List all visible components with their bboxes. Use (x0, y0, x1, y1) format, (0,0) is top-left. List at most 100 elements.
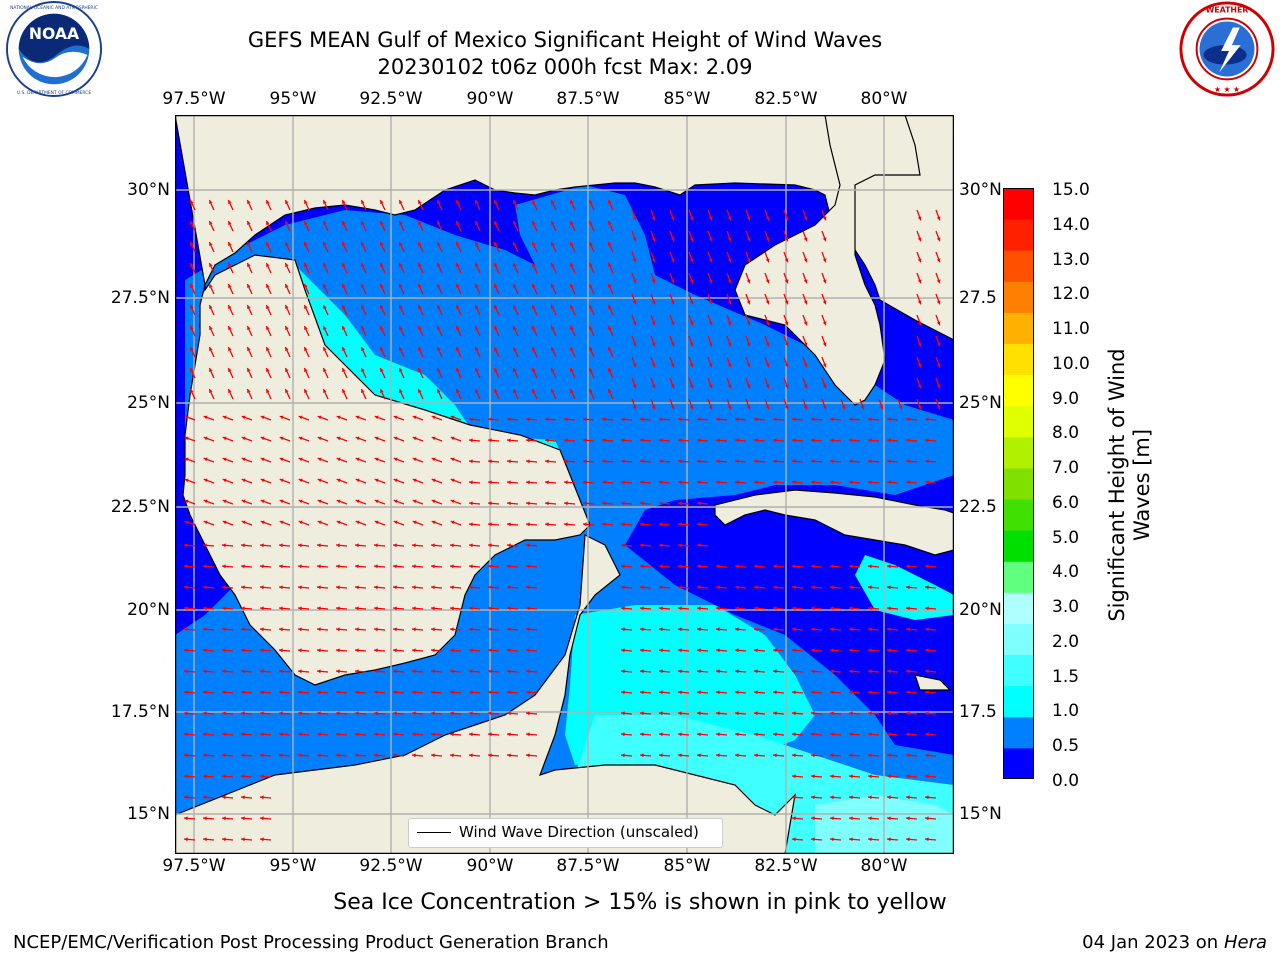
footer-date: 04 Jan 2023 on (1082, 932, 1224, 953)
wave-direction-arrowhead (374, 520, 379, 525)
wave-direction-arrowhead (361, 221, 365, 225)
wave-direction-arrowhead (640, 543, 644, 548)
wave-direction-arrowhead (279, 478, 284, 483)
wave-direction-arrowhead (678, 627, 682, 632)
wave-direction-arrowhead (532, 326, 536, 330)
wave-direction-arrowhead (380, 242, 384, 246)
wave-direction-arrowhead (222, 837, 226, 842)
wave-direction-arrowhead (222, 478, 227, 483)
wave-direction-arrowhead (887, 669, 891, 674)
wave-direction-arrowhead (450, 564, 454, 569)
colorbar-swatch (1003, 250, 1034, 282)
wave-direction-arrowhead (279, 711, 283, 716)
wave-direction-arrowhead (222, 415, 227, 420)
wave-direction-arrowhead (640, 732, 644, 737)
wave-direction-arrowhead (784, 384, 789, 389)
wave-direction-arrowhead (285, 347, 289, 351)
wave-direction-arrowhead (336, 585, 340, 590)
wave-direction-arrowhead (279, 585, 283, 590)
wave-direction-arrowhead (735, 648, 739, 653)
wave-direction-arrowhead (659, 417, 663, 422)
wave-direction-arrowhead (222, 753, 226, 758)
wave-direction-arrowhead (260, 520, 265, 525)
wave-direction-arrowhead (260, 711, 264, 716)
wave-direction-arrowhead (887, 690, 891, 695)
wave-direction-arrowhead (602, 438, 606, 443)
wave-direction-arrowhead (640, 564, 644, 569)
wave-direction-arrowhead (589, 305, 593, 309)
wave-direction-arrowhead (697, 732, 701, 737)
wave-direction-arrowhead (209, 263, 213, 267)
wave-direction-arrowhead (418, 368, 422, 372)
wave-direction-arrowhead (792, 795, 796, 800)
wave-direction-arrowhead (532, 200, 536, 204)
wave-direction-arrowhead (887, 837, 891, 842)
wave-direction-arrowhead (822, 342, 827, 347)
wave-direction-arrowhead (727, 237, 732, 242)
wave-direction-arrowhead (298, 436, 303, 441)
wave-direction-arrowhead (583, 417, 587, 422)
wave-direction-arrowhead (412, 648, 416, 653)
colorbar-tick: 0.0 (1052, 771, 1080, 791)
wave-direction-arrowhead (431, 648, 435, 653)
wave-direction-arrowhead (203, 457, 208, 462)
wave-direction-arrowhead (488, 459, 492, 464)
wave-direction-arrowhead (260, 732, 264, 737)
wave-direction-arrowhead (184, 499, 189, 504)
colorbar-tick: 9.0 (1052, 389, 1080, 409)
wave-direction-arrowhead (632, 363, 637, 368)
wave-direction-arrowhead (323, 242, 327, 246)
wave-direction-arrowhead (418, 221, 422, 225)
colorbar-tick: 2.0 (1052, 632, 1080, 652)
wave-direction-arrowhead (355, 669, 359, 674)
wave-direction-arrowhead (917, 279, 922, 284)
wave-direction-arrowhead (317, 690, 321, 695)
wave-direction-arrowhead (317, 499, 322, 504)
wave-direction-arrowhead (792, 480, 796, 485)
wave-direction-arrowhead (746, 237, 751, 242)
wave-direction-arrowhead (868, 417, 872, 422)
wave-direction-arrowhead (708, 363, 713, 368)
colorbar-swatch (1003, 592, 1034, 624)
wave-direction-arrowhead (222, 732, 226, 737)
wave-direction-arrowhead (659, 480, 663, 485)
wave-direction-arrowhead (469, 585, 473, 590)
wave-direction-arrowhead (564, 459, 568, 464)
wave-direction-arrowhead (784, 300, 789, 305)
wave-direction-arrowhead (936, 384, 941, 389)
wave-direction-arrowhead (469, 606, 473, 611)
wave-direction-arrowhead (822, 384, 827, 389)
wave-direction-arrowhead (399, 347, 403, 351)
wave-direction-arrowhead (670, 300, 675, 305)
wave-direction-arrowhead (209, 347, 213, 351)
wave-direction-arrowhead (651, 279, 656, 284)
land-jamaica (914, 674, 952, 691)
wave-direction-arrowhead (773, 564, 777, 569)
wave-direction-arrowhead (203, 478, 208, 483)
wave-direction-arrowhead (184, 669, 188, 674)
wave-direction-arrowhead (317, 436, 322, 441)
wave-direction-arrowhead (203, 436, 208, 441)
wave-direction-arrowhead (887, 648, 891, 653)
wave-direction-arrowhead (811, 480, 815, 485)
wave-direction-arrowhead (488, 543, 492, 548)
wave-direction-arrowhead (803, 342, 808, 347)
lat-tick-left: 30°N (127, 180, 170, 200)
wave-direction-arrowhead (222, 520, 227, 525)
wave-direction-arrowhead (526, 669, 530, 674)
wave-direction-arrowhead (507, 648, 511, 653)
wave-direction-arrowhead (475, 242, 479, 246)
wave-direction-arrowhead (380, 305, 384, 309)
wave-direction-arrowhead (336, 627, 340, 632)
wave-direction-arrowhead (393, 753, 397, 758)
wave-direction-arrowhead (184, 690, 188, 695)
wave-direction-arrowhead (488, 501, 492, 506)
wave-direction-arrowhead (279, 753, 283, 758)
wave-direction-arrowhead (526, 459, 530, 464)
wave-direction-arrowhead (765, 279, 770, 284)
lat-tick-left: 22.5°N (110, 497, 170, 517)
wave-direction-arrowhead (361, 284, 365, 288)
wave-direction-arrowhead (841, 405, 846, 410)
wave-direction-arrowhead (811, 606, 815, 611)
wave-direction-arrowhead (228, 221, 232, 225)
